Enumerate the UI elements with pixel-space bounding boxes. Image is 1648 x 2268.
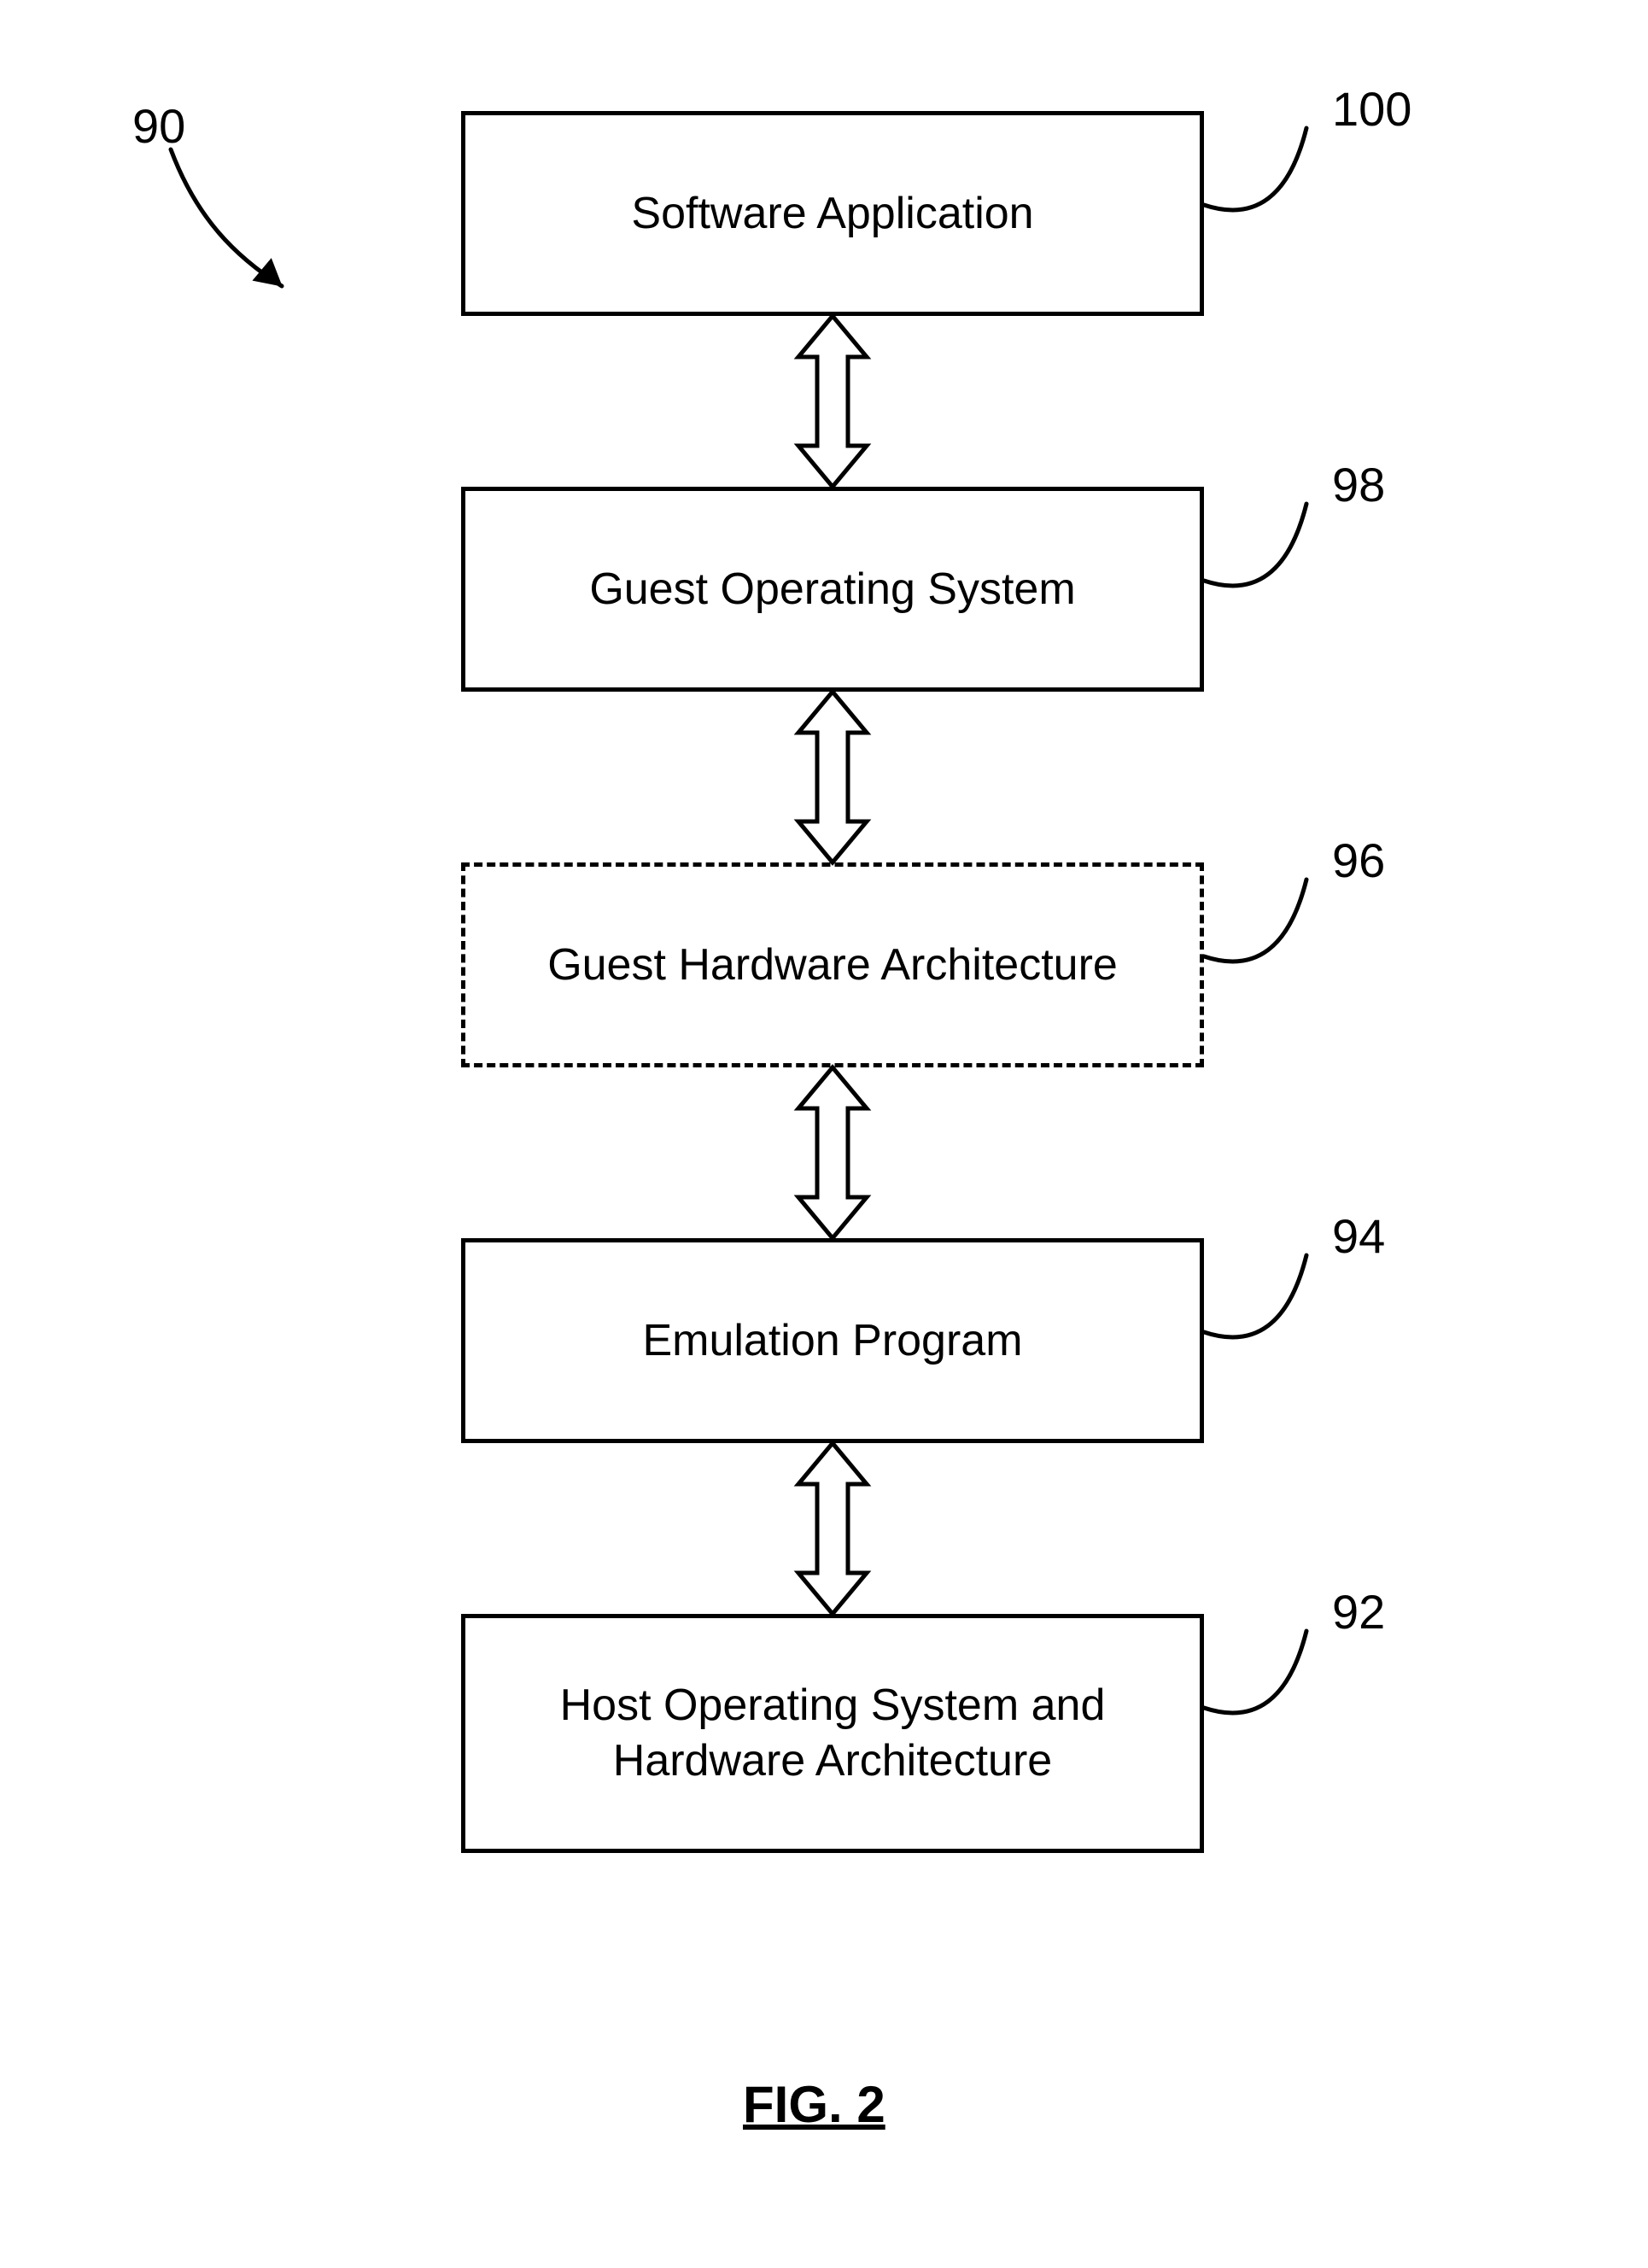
box-label: Software Application <box>631 186 1033 242</box>
box-label: Emulation Program <box>642 1313 1022 1369</box>
box-label: Host Operating System andHardware Archit… <box>560 1678 1106 1789</box>
box-guest-operating-system: Guest Operating System <box>461 487 1204 692</box>
ref-label-92: 92 <box>1332 1584 1385 1640</box>
box-emulation-program: Emulation Program <box>461 1238 1204 1443</box>
connectors-overlay <box>0 0 1648 2268</box>
ref-label-100: 100 <box>1332 81 1411 137</box>
ref-label-94: 94 <box>1332 1208 1385 1264</box>
figure-caption: FIG. 2 <box>743 2075 885 2134</box>
ref-label-90: 90 <box>132 98 185 154</box>
box-label: Guest Hardware Architecture <box>547 938 1118 993</box>
diagram-canvas: Software Application Guest Operating Sys… <box>0 0 1648 2268</box>
ref-label-98: 98 <box>1332 457 1385 512</box>
box-software-application: Software Application <box>461 111 1204 316</box>
box-host-os-hardware: Host Operating System andHardware Archit… <box>461 1614 1204 1853</box>
box-label: Guest Operating System <box>589 562 1075 617</box>
box-guest-hardware-architecture: Guest Hardware Architecture <box>461 862 1204 1067</box>
ref-label-96: 96 <box>1332 833 1385 888</box>
